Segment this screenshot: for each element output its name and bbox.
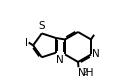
Text: NH: NH xyxy=(78,68,94,78)
Text: N: N xyxy=(92,49,100,59)
Text: 2: 2 xyxy=(82,68,87,77)
Text: I: I xyxy=(25,38,28,48)
Text: S: S xyxy=(39,21,45,31)
Text: N: N xyxy=(56,55,64,65)
